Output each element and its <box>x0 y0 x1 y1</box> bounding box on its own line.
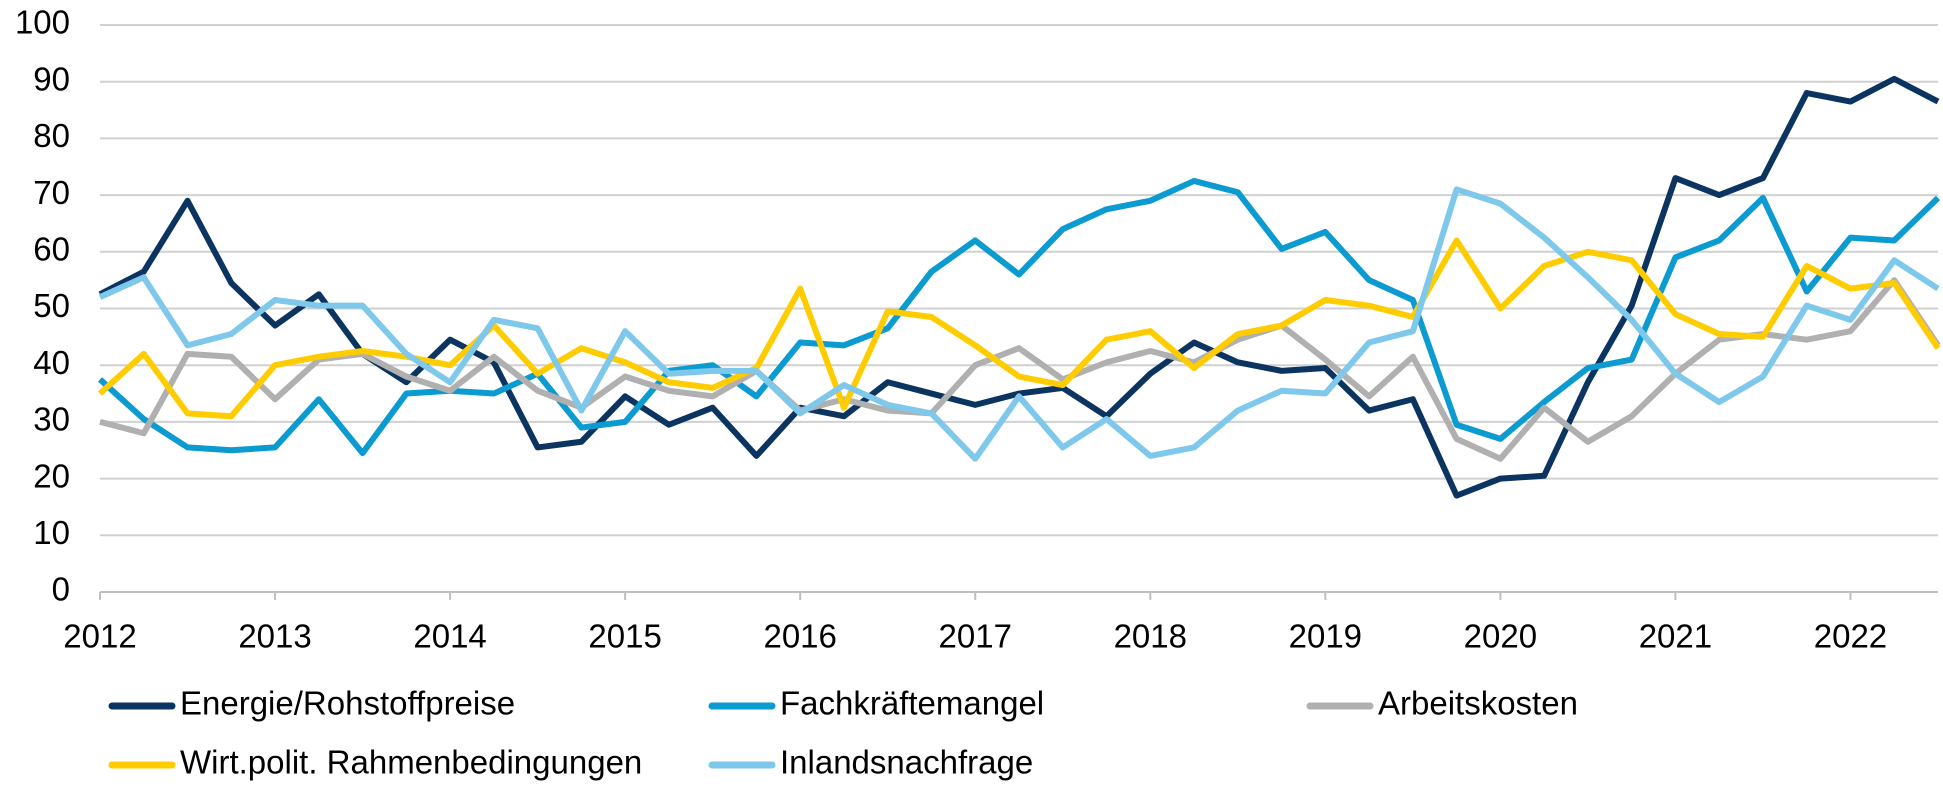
x-tick-label: 2014 <box>413 618 486 655</box>
y-tick-label: 20 <box>33 457 70 494</box>
y-tick-label: 70 <box>33 174 70 211</box>
x-tick-label: 2019 <box>1289 618 1362 655</box>
y-tick-label: 10 <box>33 514 70 551</box>
x-tick-label: 2021 <box>1639 618 1712 655</box>
y-tick-label: 50 <box>33 287 70 324</box>
series-line <box>99 277 1941 462</box>
y-tick-label: 30 <box>33 401 70 438</box>
x-tick-label: 2017 <box>939 618 1012 655</box>
y-tick-label: 40 <box>33 344 70 381</box>
legend-label: Wirt.polit. Rahmenbedingungen <box>180 744 642 781</box>
legend-label: Fachkräftemangel <box>780 685 1044 722</box>
x-tick-label: 2022 <box>1814 618 1887 655</box>
y-tick-label: 0 <box>52 571 70 608</box>
y-tick-label: 100 <box>15 4 70 41</box>
x-tick-label: 2012 <box>63 618 136 655</box>
x-tick-label: 2013 <box>238 618 311 655</box>
x-tick-label: 2020 <box>1464 618 1537 655</box>
y-tick-label: 90 <box>33 60 70 97</box>
y-tick-label: 80 <box>33 117 70 154</box>
x-tick-label: 2015 <box>588 618 661 655</box>
y-tick-label: 60 <box>33 231 70 268</box>
x-tick-label: 2016 <box>763 618 836 655</box>
x-tick-label: 2018 <box>1114 618 1187 655</box>
legend-label: Inlandsnachfrage <box>780 744 1033 781</box>
series-line <box>98 186 1940 462</box>
series-line <box>97 177 1941 457</box>
legend-label: Energie/Rohstoffpreise <box>180 685 515 722</box>
legend-label: Arbeitskosten <box>1378 685 1578 722</box>
